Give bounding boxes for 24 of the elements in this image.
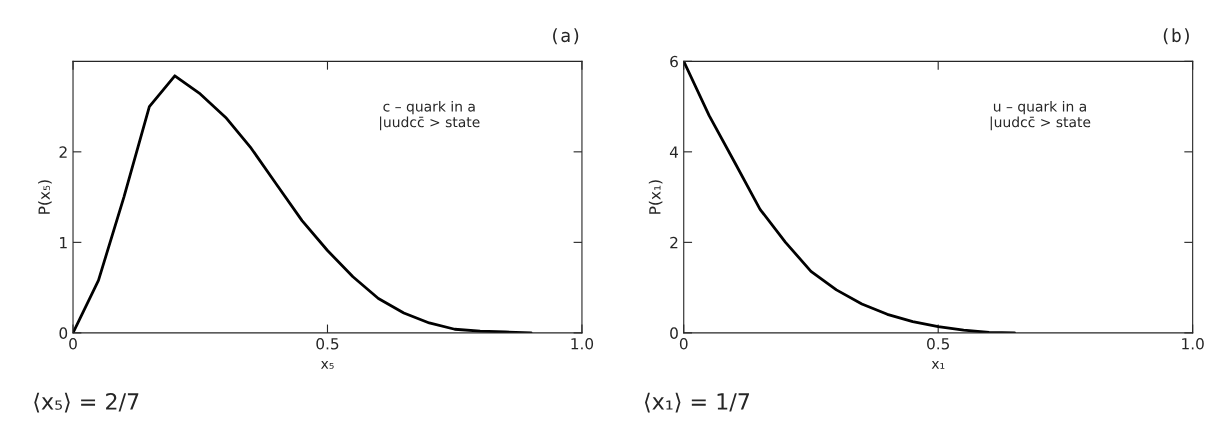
x-tick-label: 1.0 <box>571 338 594 350</box>
y-axis-title: P(x₁) <box>648 180 663 214</box>
text: ⟨x₅⟩ = 2/7 <box>34 392 139 413</box>
x-tick-label: 0.5 <box>927 338 950 350</box>
x-tick-label: 0 <box>69 338 77 350</box>
y-tick-label: 0 <box>59 327 68 339</box>
annotation: c – quark in a |uudcc̄ > state <box>380 100 480 131</box>
y-axis-title: P(x₅) <box>38 180 52 214</box>
annotation: u – quark in a |uudcc̄ > state <box>990 100 1091 131</box>
x-axis-title: x₁ <box>931 361 945 369</box>
chart-title: (b) <box>1163 28 1189 45</box>
y-tick-label: 2 <box>670 236 678 249</box>
x-tick-label: 1.0 <box>1182 338 1204 350</box>
chart-title: (a) <box>553 28 579 45</box>
y-tick-label: 6 <box>670 55 678 68</box>
y-tick-label: 0 <box>670 327 678 339</box>
x-tick-label: 0.5 <box>316 338 339 350</box>
y-tick-label: 1 <box>60 237 67 249</box>
y-tick-label: 4 <box>669 146 679 158</box>
x-axis-title: x₅ <box>320 361 334 369</box>
x-tick-label: 0 <box>679 338 688 350</box>
line-series <box>73 74 533 333</box>
text: ⟨x₁⟩ = 1/7 <box>645 392 750 413</box>
y-tick-label: 2 <box>59 146 67 158</box>
